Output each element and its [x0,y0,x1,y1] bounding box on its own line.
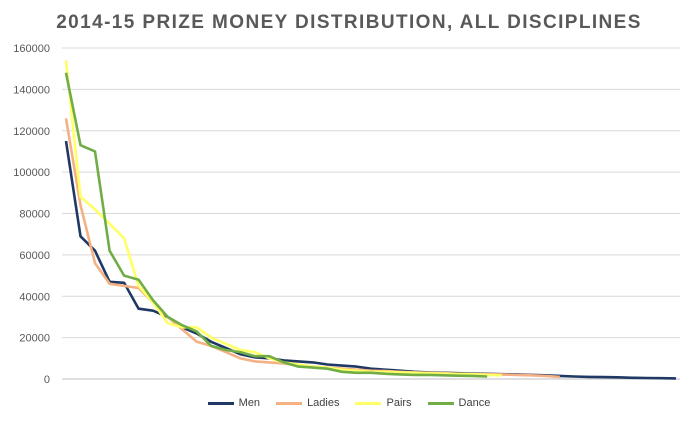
legend-item-men: Men [207,397,261,409]
y-tick-label: 120000 [13,126,50,138]
legend: Men Ladies Pairs Dance [0,397,698,409]
legend-swatch [276,401,303,405]
legend-item-dance: Dance [427,397,491,409]
series-line-men [64,140,677,380]
legend-swatch [355,401,382,405]
y-tick-label: 160000 [13,43,50,55]
legend-label: Pairs [386,397,412,409]
legend-item-ladies: Ladies [276,397,339,409]
y-tick-label: 0 [44,374,50,386]
y-tick-label: 80000 [19,209,50,221]
y-tick-label: 20000 [19,333,50,345]
legend-item-pairs: Pairs [355,397,412,409]
y-tick-label: 40000 [19,291,50,303]
legend-swatch [427,401,454,405]
legend-label: Men [238,397,261,409]
chart-title: 2014-15 PRIZE MONEY DISTRIBUTION, ALL DI… [56,12,642,33]
series-line-dance [64,72,488,378]
series-line-pairs [64,60,502,377]
legend-swatch [207,401,234,405]
y-tick-label: 140000 [13,84,50,96]
legend-label: Dance [458,397,491,409]
y-tick-label: 100000 [13,167,50,179]
legend-label: Ladies [307,397,340,409]
y-tick-label: 60000 [19,250,50,262]
